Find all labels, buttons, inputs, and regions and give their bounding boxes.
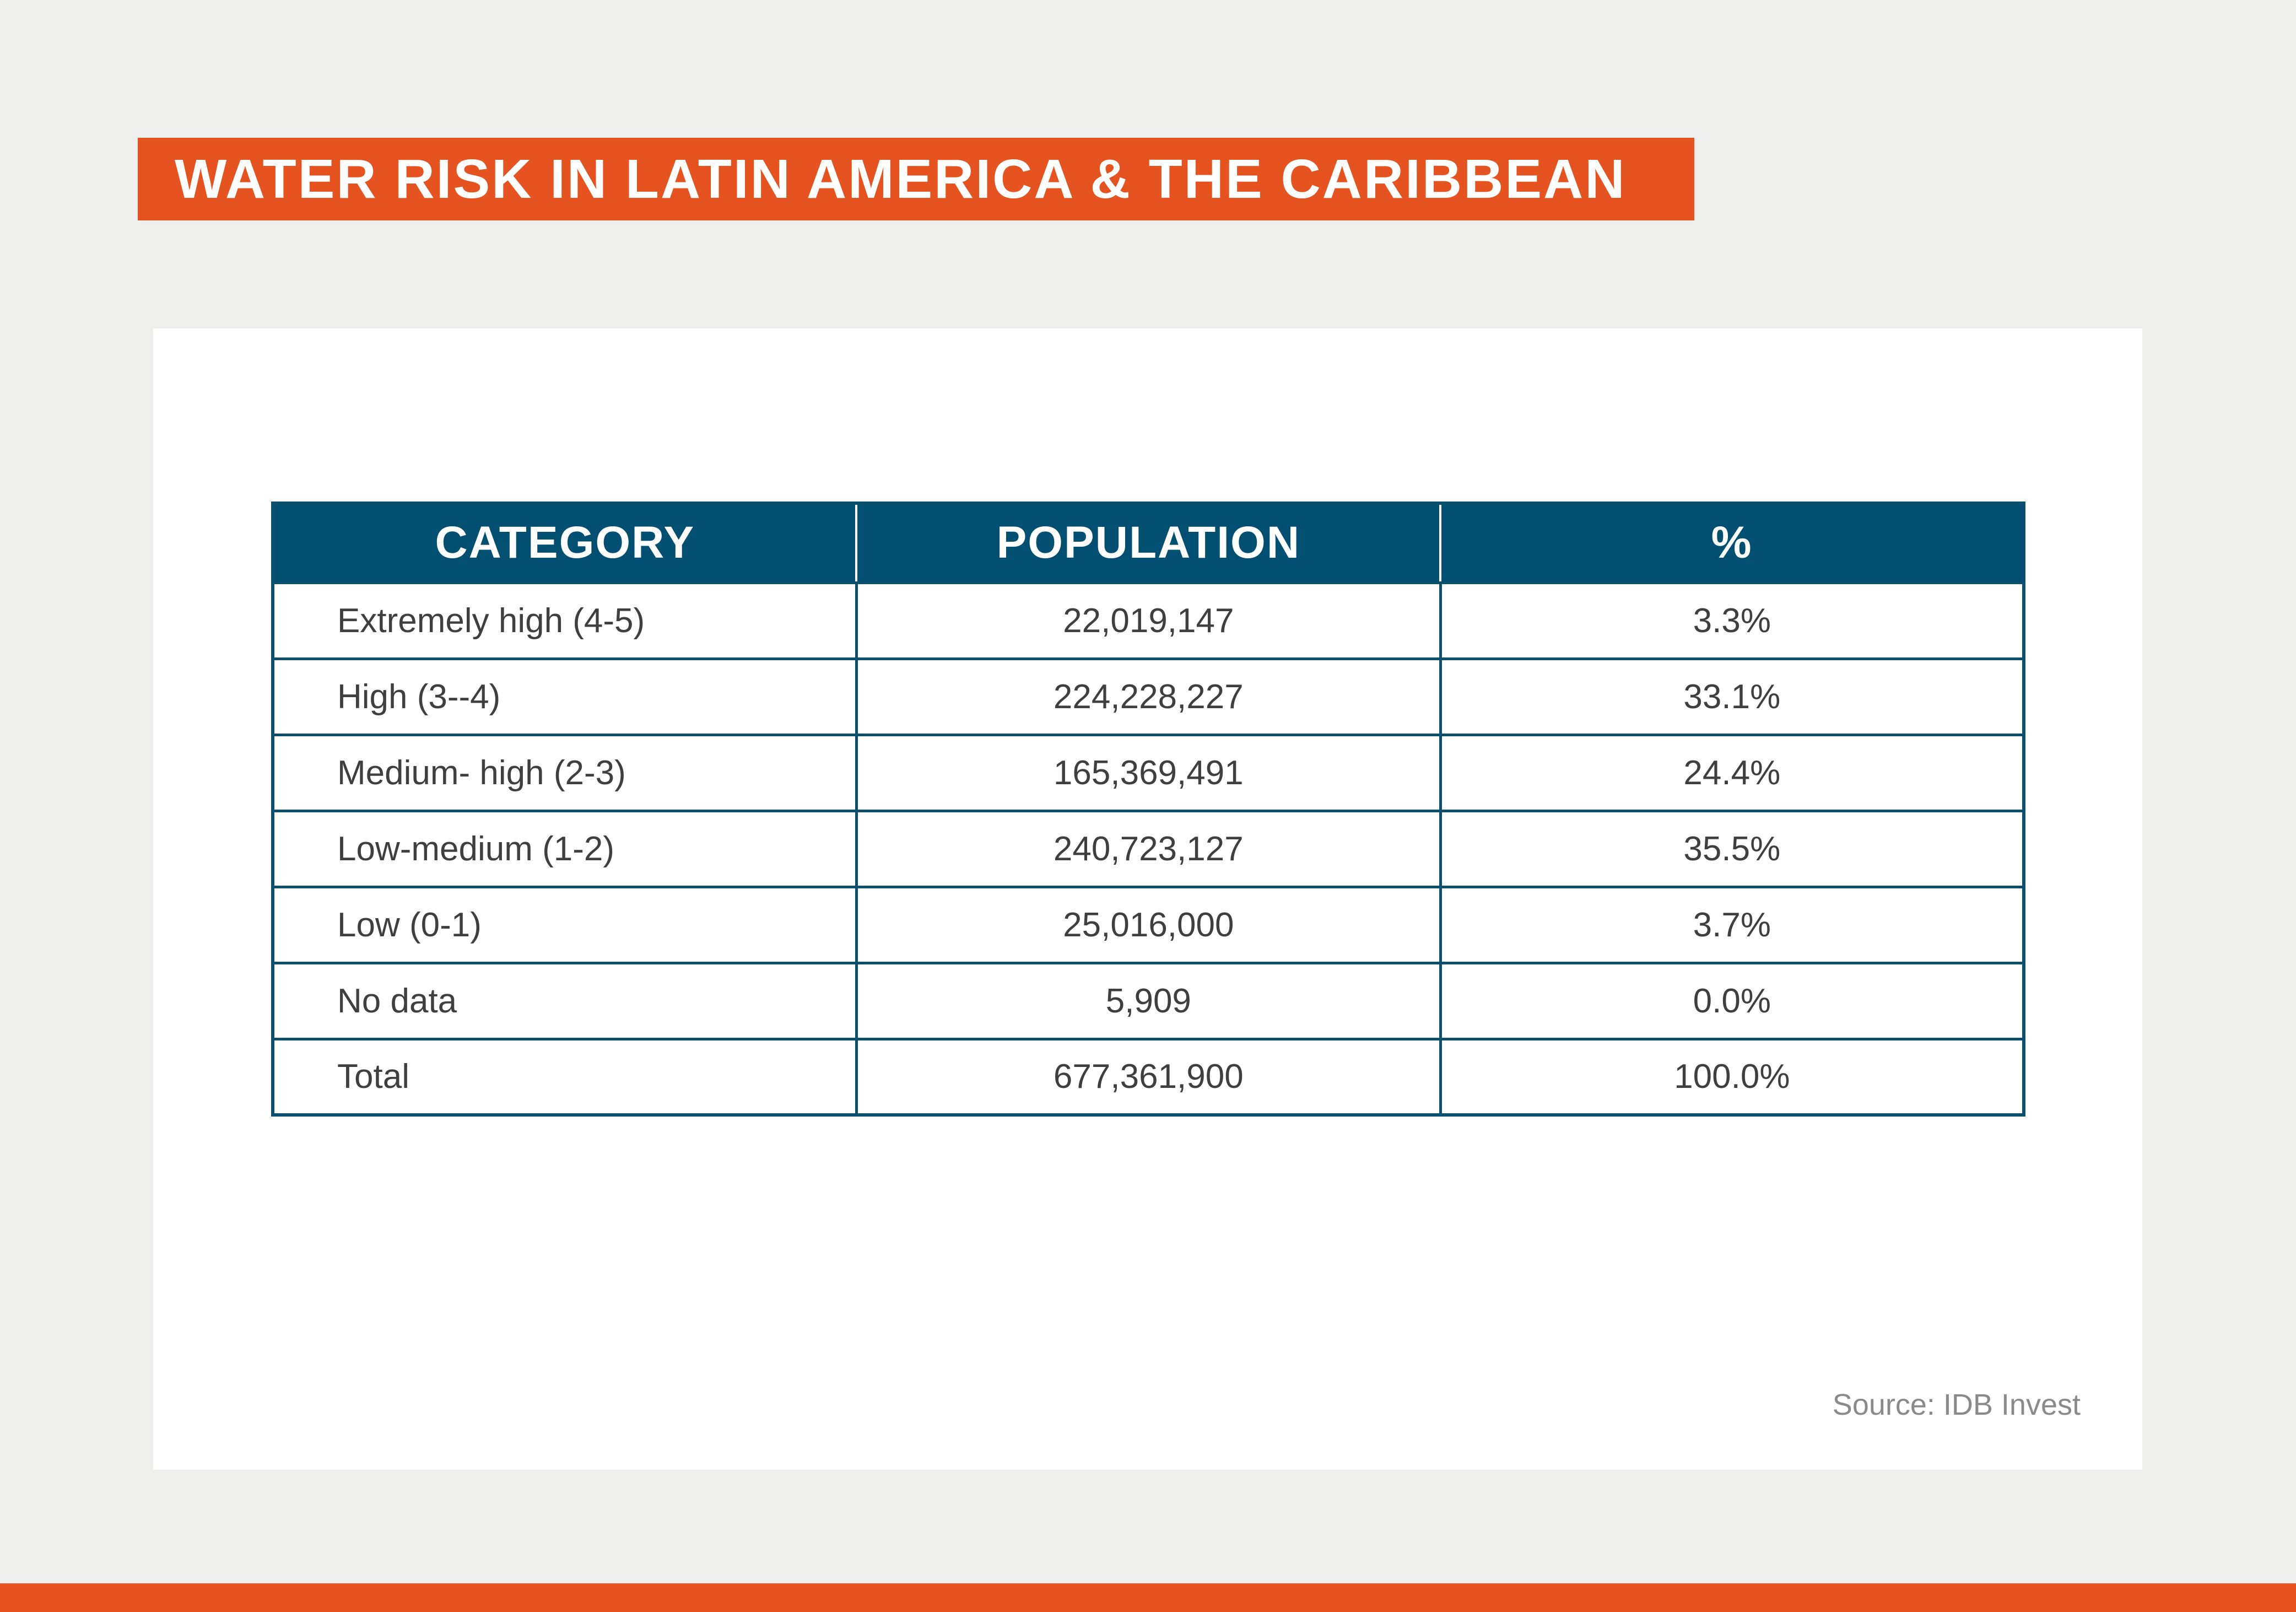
water-risk-table: CATEGORY POPULATION % Extremely high (4-…	[271, 502, 2025, 1117]
row-population-cell: 25,016,000	[855, 885, 1442, 964]
table-header-row: CATEGORY POPULATION %	[273, 503, 2024, 583]
row-category-cell: High (3--4)	[271, 657, 858, 736]
table-row: No data 5,909 0.0%	[271, 961, 2025, 1040]
table-panel: CATEGORY POPULATION % Extremely high (4-…	[153, 328, 2142, 1470]
row-population-cell: 22,019,147	[855, 581, 1442, 660]
row-percent-cell: 3.3%	[1439, 581, 2025, 660]
row-population-cell: 224,228,227	[855, 657, 1442, 736]
title-banner: WATER RISK IN LATIN AMERICA & THE CARIBB…	[138, 138, 1694, 220]
bottom-accent-bar	[0, 1583, 2296, 1612]
row-population-cell: 5,909	[855, 961, 1442, 1040]
table-row: Low (0-1) 25,016,000 3.7%	[271, 885, 2025, 964]
page-title: WATER RISK IN LATIN AMERICA & THE CARIBB…	[175, 148, 1627, 210]
row-percent-cell: 33.1%	[1439, 657, 2025, 736]
table-row: Low-medium (1-2) 240,723,127 35.5%	[271, 809, 2025, 888]
header-percent: %	[1439, 503, 2024, 583]
row-category-cell: Low-medium (1-2)	[271, 809, 858, 888]
row-population-cell: 165,369,491	[855, 733, 1442, 812]
row-percent-cell: 0.0%	[1439, 961, 2025, 1040]
table-row-total: Total 677,361,900 100.0%	[271, 1037, 2025, 1117]
row-percent-cell: 100.0%	[1439, 1037, 2025, 1117]
header-population: POPULATION	[855, 503, 1442, 583]
table-row: Extremely high (4-5) 22,019,147 3.3%	[271, 581, 2025, 660]
header-category: CATEGORY	[273, 503, 858, 583]
row-percent-cell: 3.7%	[1439, 885, 2025, 964]
row-percent-cell: 24.4%	[1439, 733, 2025, 812]
source-note: Source: IDB Invest	[1832, 1388, 2081, 1421]
source-area: Source: IDB Invest	[153, 328, 2142, 1470]
row-population-cell: 240,723,127	[855, 809, 1442, 888]
table-row: Medium- high (2-3) 165,369,491 24.4%	[271, 733, 2025, 812]
row-percent-cell: 35.5%	[1439, 809, 2025, 888]
row-population-cell: 677,361,900	[855, 1037, 1442, 1117]
row-category-cell: Low (0-1)	[271, 885, 858, 964]
row-category-cell: Extremely high (4-5)	[271, 581, 858, 660]
table-row: High (3--4) 224,228,227 33.1%	[271, 657, 2025, 736]
row-category-cell: No data	[271, 961, 858, 1040]
row-category-cell: Medium- high (2-3)	[271, 733, 858, 812]
row-category-cell: Total	[271, 1037, 858, 1117]
